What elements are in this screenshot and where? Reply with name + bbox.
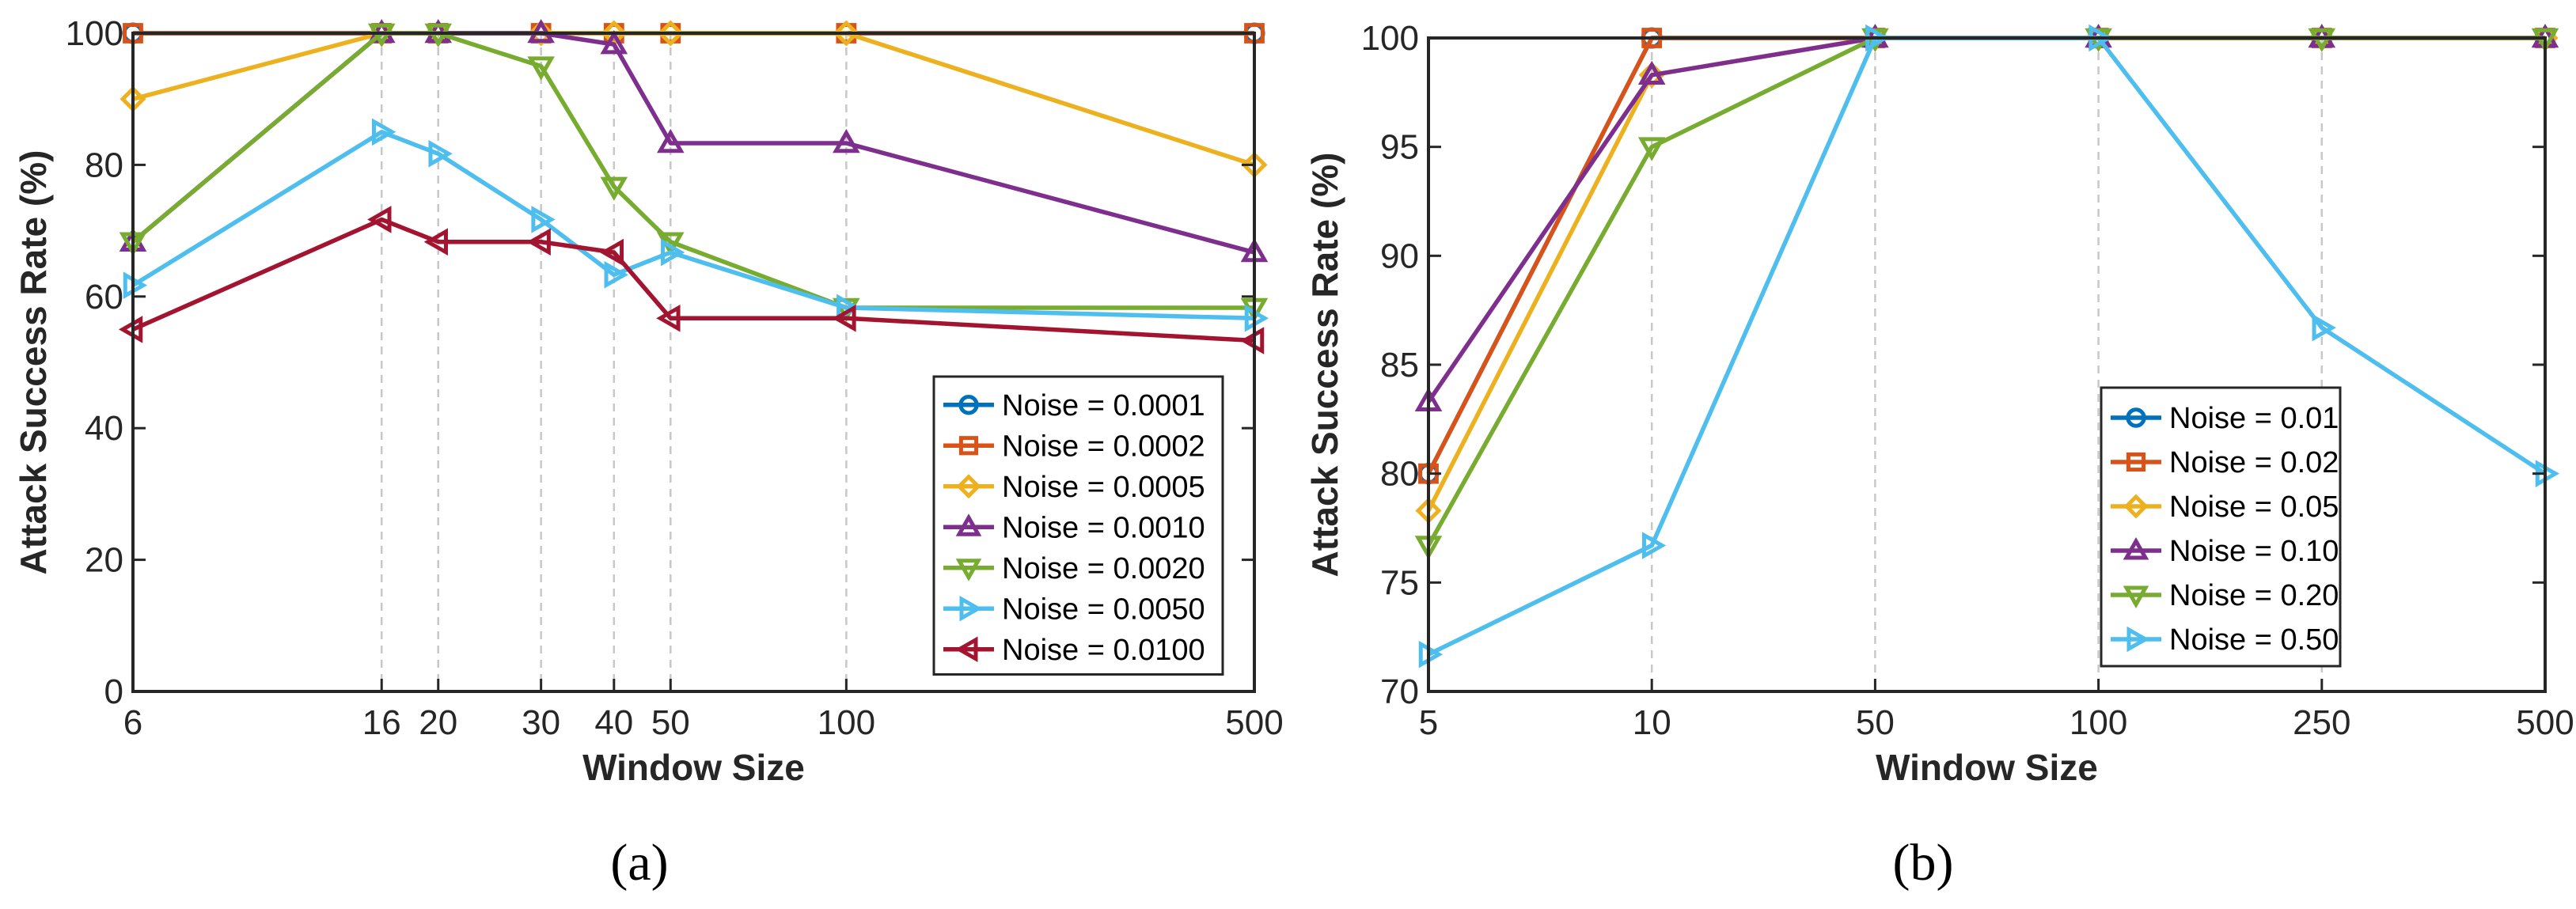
chart-a-point-noise-0-0100 [656, 304, 681, 332]
chart-a-point-noise-0-0050 [604, 261, 628, 289]
chart-b-ytick-label: 75 [1380, 563, 1419, 602]
chart-a-point-noise-0-0050 [661, 238, 685, 267]
chart-b-point-noise-0-20 [1637, 137, 1666, 161]
chart-a-point-noise-0-0050 [371, 118, 396, 146]
chart-a-point-noise-0-0005 [833, 20, 859, 47]
chart-a-ytick-label: 100 [66, 14, 123, 53]
chart-a-point-noise-0-0005 [657, 20, 684, 47]
chart-a-ytick-label: 20 [85, 541, 123, 580]
chart-a-xtick-label: 40 [594, 703, 633, 742]
chart-a-point-noise-0-0020 [527, 56, 555, 81]
chart-b-xtick-label: 50 [1856, 703, 1895, 742]
chart-b-ylabel: Attack Success Rate (%) [1304, 153, 1345, 578]
chart-a-point-noise-0-0100 [367, 206, 392, 233]
chart-a-xtick-label: 50 [651, 703, 690, 742]
chart-b-legend-label: Noise = 0.50 [2169, 623, 2339, 657]
chart-a-point-noise-0-0100 [832, 304, 856, 332]
chart-a-xlabel: Window Size [582, 747, 805, 788]
chart-b-xtick-label: 500 [2516, 703, 2574, 742]
chart-a-axes-box [131, 32, 1256, 693]
caption-b: (b) [1893, 834, 1954, 892]
chart-b-xtick-label: 5 [1419, 703, 1438, 742]
chart-a-point-noise-0-0050 [428, 139, 453, 168]
chart-a-point-noise-0-0100 [599, 238, 624, 267]
chart-b-point-noise-0-50 [2312, 313, 2336, 342]
caption-a: (a) [610, 834, 668, 892]
chart-a-point-noise-0-0010 [833, 128, 860, 153]
chart-a-legend-marker [955, 513, 982, 536]
chart-b-ytick-label: 70 [1380, 672, 1419, 711]
chart-a-xtick-label: 100 [818, 703, 875, 742]
chart-a-legend-marker [955, 559, 982, 581]
chart-a-ytick-label: 80 [85, 146, 123, 184]
chart-a-legend-label: Noise = 0.0005 [1002, 471, 1205, 504]
chart-a-ytick-label: 40 [85, 409, 123, 448]
chart-a-legend-label: Noise = 0.0020 [1002, 552, 1205, 585]
chart-a-legend-marker [956, 474, 981, 499]
chart-b-legend-label: Noise = 0.01 [2169, 402, 2339, 435]
chart-b-legend-label: Noise = 0.10 [2169, 535, 2339, 568]
chart-b-point-noise-0-05 [1638, 62, 1665, 89]
chart-b-legend-label: Noise = 0.05 [2169, 490, 2339, 524]
chart-b-legend-marker [2123, 494, 2149, 519]
chart-a-xtick-label: 20 [419, 703, 457, 742]
chart-b-ytick-label: 80 [1380, 455, 1419, 494]
chart-a-point-noise-0-0100 [423, 228, 448, 256]
chart-a-legend-marker [958, 436, 979, 456]
chart-a: 0 20 40 60 80 100 6 16 20 30 40 50 100 500 Window Size… [13, 14, 1284, 788]
chart-a-legend-marker [958, 395, 979, 415]
chart-b-legend-marker [2126, 407, 2146, 428]
chart-a-ytick-label: 60 [85, 278, 123, 316]
chart-a-legend-label: Noise = 0.0100 [1002, 634, 1205, 667]
chart-b-ytick-label: 95 [1380, 128, 1419, 167]
chart-a-xtick-label: 16 [362, 703, 401, 742]
chart-b-legend [2100, 386, 2342, 668]
chart-b-xtick-label: 100 [2070, 703, 2127, 742]
chart-a-xtick-label: 30 [522, 703, 560, 742]
chart-b-ytick-label: 85 [1380, 346, 1419, 384]
chart-a-xtick-label: 6 [123, 703, 142, 742]
chart-a-point-noise-0-0010 [600, 30, 628, 55]
chart-b-legend-label: Noise = 0.02 [2169, 446, 2339, 479]
chart-b-legend-marker [2126, 626, 2150, 653]
chart-b-point-noise-0-50 [1641, 532, 1667, 559]
chart-a-point-noise-0-0010 [656, 128, 685, 153]
chart-a-legend-label: Noise = 0.0001 [1002, 389, 1205, 422]
chart-a-xtick-label: 500 [1225, 703, 1283, 742]
chart-b-legend-marker [2123, 585, 2149, 609]
chart-b-ytick-label: 100 [1361, 19, 1419, 58]
chart-b-ytick-label: 90 [1380, 237, 1419, 275]
chart-b-point-noise-0-10 [1637, 60, 1666, 85]
chart-a-ylabel: Attack Success Rate (%) [13, 150, 54, 575]
chart-b-legend-label: Noise = 0.20 [2169, 579, 2339, 612]
chart-b-legend-marker [2123, 536, 2149, 560]
chart-a-point-noise-0-0050 [531, 206, 556, 233]
chart-a-point-noise-0-0100 [526, 228, 551, 256]
chart-a-legend-label: Noise = 0.0050 [1002, 593, 1205, 626]
chart-a-legend-marker [954, 636, 978, 663]
chart-b-legend-marker [2126, 452, 2146, 472]
chart-a-legend-label: Noise = 0.0010 [1002, 511, 1205, 544]
chart-a-ytick-label: 0 [104, 672, 123, 711]
chart-b-xtick-label: 10 [1633, 703, 1671, 742]
chart-b: 70 75 80 85 90 95 100 5 10 50 100 250 500 Window Size… [1304, 19, 2574, 788]
chart-a-legend-marker [959, 595, 983, 622]
chart-a-point-noise-0-0005 [528, 20, 555, 47]
chart-a-point-noise-0-0020 [600, 176, 628, 201]
chart-a-legend-label: Noise = 0.0002 [1002, 430, 1205, 463]
chart-b-xlabel: Window Size [1876, 747, 2098, 788]
chart-b-xtick-label: 250 [2293, 703, 2350, 742]
